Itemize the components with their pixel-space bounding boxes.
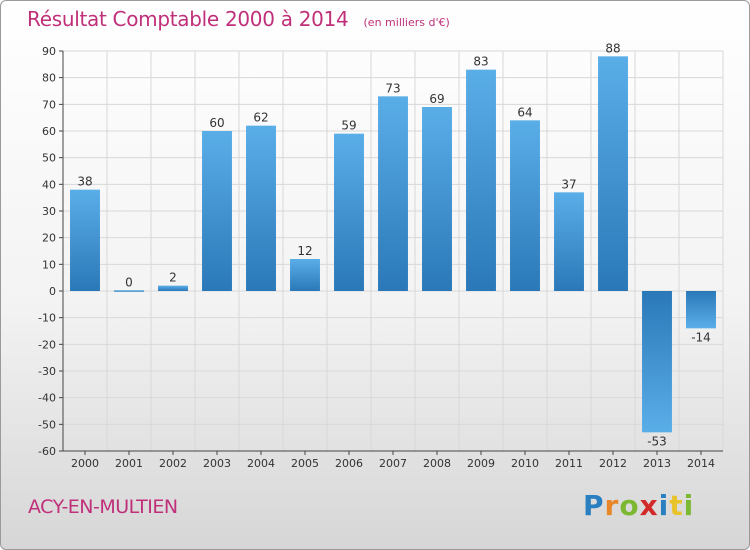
x-tick-label-2002: 2002 [159,457,187,470]
x-tick-label-2005: 2005 [291,457,319,470]
bar-2008 [422,107,452,291]
data-label-2006: 59 [341,119,356,133]
bar-2013 [642,291,672,433]
y-tick-label: 50 [42,152,56,165]
data-label-2002: 2 [169,271,177,285]
bar-2002 [158,285,188,291]
y-tick-label: 90 [42,45,56,58]
bar-2000 [70,189,100,291]
y-tick-label: 60 [42,125,56,138]
data-label-2013: -53 [647,434,667,448]
y-tick-label: -10 [38,312,56,325]
data-label-2007: 73 [385,81,400,95]
y-tick-label: 0 [49,285,56,298]
data-label-2010: 64 [517,105,532,119]
x-tick-label-2009: 2009 [467,457,495,470]
bar-2004 [246,125,276,292]
y-tick-label: -30 [38,365,56,378]
bar-2012 [598,56,628,292]
x-tick-label-2006: 2006 [335,457,363,470]
y-tick-label: 40 [42,178,56,191]
bar-2011 [554,192,584,291]
x-tick-label-2014: 2014 [687,457,715,470]
bar-2014 [686,291,716,329]
data-label-2011: 37 [561,177,576,191]
bar-2001 [114,290,144,292]
x-tick-label-2008: 2008 [423,457,451,470]
y-tick-label: -50 [38,418,56,431]
data-label-2003: 60 [209,116,224,130]
title-block: Résultat Comptable 2000 à 2014 (en milli… [27,7,450,31]
chart-subtitle: (en milliers d'€) [363,16,450,29]
data-label-2009: 83 [473,55,488,69]
proxiti-logo[interactable]: Proxiti [583,489,695,522]
x-tick-label-2010: 2010 [511,457,539,470]
y-tick-label: -20 [38,338,56,351]
x-tick-label-2011: 2011 [555,457,583,470]
bars [70,56,716,433]
x-tick-label-2000: 2000 [71,457,99,470]
data-label-2014: -14 [691,330,711,344]
y-tick-label: -60 [38,445,56,458]
x-tick-label-2003: 2003 [203,457,231,470]
x-tick-label-2007: 2007 [379,457,407,470]
x-tick-label-2013: 2013 [643,457,671,470]
commune-name: ACY-EN-MULTIEN [28,496,178,518]
x-tick-label-2012: 2012 [599,457,627,470]
data-labels: 38 0 2 60 62 12 59 73 69 83 64 37 88 -53 -14 [77,41,710,448]
y-tick-label: -40 [38,392,56,405]
bar-2006 [334,133,364,291]
data-label-2008: 69 [429,92,444,106]
bar-2010 [510,120,540,291]
y-tick-label: 10 [42,258,56,271]
chart-title: Résultat Comptable 2000 à 2014 [27,7,349,31]
data-label-2012: 88 [605,41,620,55]
bar-2007 [378,96,408,291]
y-tick-label: 20 [42,232,56,245]
data-label-2004: 62 [253,111,268,125]
axes: 9080706050403020100-10-20-30-40-50-60200… [38,45,723,470]
data-label-2000: 38 [77,175,92,189]
y-tick-label: 30 [42,205,56,218]
data-label-2001: 0 [125,275,133,289]
bar-2009 [466,69,496,292]
bar-2005 [290,259,320,291]
y-tick-label: 80 [42,72,56,85]
bar-2003 [202,131,232,291]
x-tick-label-2004: 2004 [247,457,275,470]
data-label-2005: 12 [297,244,312,258]
x-tick-label-2001: 2001 [115,457,143,470]
y-tick-label: 70 [42,98,56,111]
